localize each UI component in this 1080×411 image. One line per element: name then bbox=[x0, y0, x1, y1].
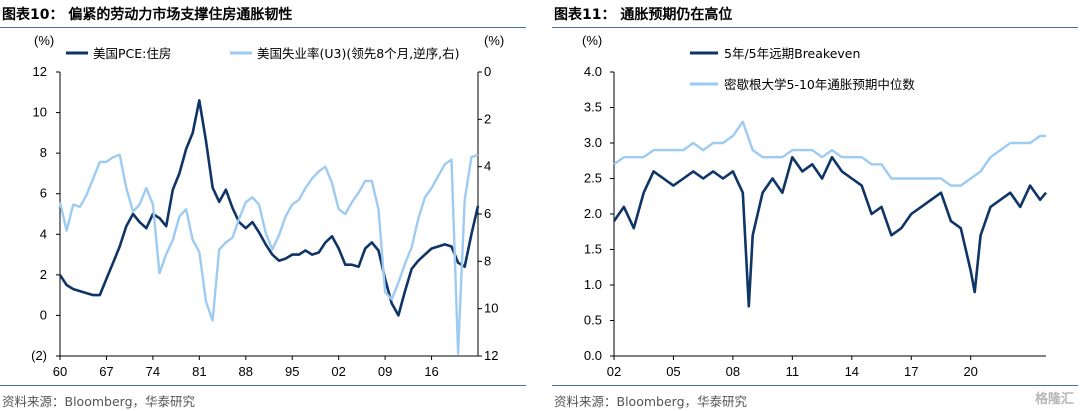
watermark-logo: 格隆汇 bbox=[1034, 392, 1074, 407]
right-y-tick-label: 2 bbox=[484, 111, 491, 126]
right-chart-panel: 图表11： 通胀预期仍在高位 (%) 0.0 0.5 1.0 1.5 2.0 2.5 3.0 3… bbox=[552, 0, 1080, 411]
x-tick-label: 74 bbox=[146, 364, 160, 379]
left-y-tick-label: 0 bbox=[40, 307, 47, 322]
series-line-michigan bbox=[613, 120, 1046, 187]
x-tick-label: 81 bbox=[192, 364, 206, 379]
y-tick-label: 3.0 bbox=[584, 135, 602, 150]
y-tick-label: 1.5 bbox=[584, 242, 602, 257]
x-tick-label: 09 bbox=[378, 364, 392, 379]
legend-label-1: 美国PCE:住房 bbox=[93, 46, 171, 61]
right-y-tick-label: 8 bbox=[484, 253, 491, 268]
legend-label-1: 5年/5年远期Breakeven bbox=[724, 46, 860, 61]
left-y-tick-label: 8 bbox=[40, 145, 47, 160]
right-y-tick-label: 12 bbox=[484, 348, 498, 363]
series-line-pce-housing bbox=[58, 99, 480, 317]
right-source-note: 资料来源：Bloomberg，华泰研究 bbox=[554, 394, 747, 409]
left-top-rule bbox=[0, 27, 526, 28]
right-y-tick-label: 6 bbox=[484, 206, 491, 221]
x-tick-label: 16 bbox=[424, 364, 438, 379]
x-tick-label: 17 bbox=[904, 364, 918, 379]
legend-label-2: 密歇根大学5-10年通胀预期中位数 bbox=[724, 77, 915, 92]
left-bottom-rule bbox=[0, 385, 526, 386]
series-line-breakeven bbox=[612, 155, 1047, 308]
y-tick-label: 0.0 bbox=[584, 348, 602, 363]
x-tick-label: 60 bbox=[53, 364, 67, 379]
right-y-tick-label: 0 bbox=[484, 64, 491, 79]
right-bottom-rule bbox=[552, 385, 1078, 386]
right-chart-svg: (%) 0.0 0.5 1.0 1.5 2.0 2.5 3.0 3.5 4.0 02 05 08 11 14… bbox=[582, 33, 1047, 379]
legend-label-2: 美国失业率(U3)(领先8个月,逆序,右) bbox=[257, 46, 460, 61]
x-tick-label: 67 bbox=[99, 364, 113, 379]
x-tick-label: 05 bbox=[666, 364, 680, 379]
right-chart-title: 图表11： 通胀预期仍在高位 bbox=[554, 7, 733, 23]
y-unit: (%) bbox=[582, 33, 602, 48]
left-y-tick-label: 12 bbox=[33, 64, 47, 79]
y-tick-label: 4.0 bbox=[584, 64, 602, 79]
left-chart-title: 图表10： 偏紧的劳动力市场支撑住房通胀韧性 bbox=[2, 7, 293, 23]
x-tick-label: 02 bbox=[607, 364, 621, 379]
x-tick-label: 88 bbox=[239, 364, 253, 379]
right-y-tick-label: 4 bbox=[484, 159, 491, 174]
y-tick-label: 1.0 bbox=[584, 277, 602, 292]
x-tick-label: 11 bbox=[786, 364, 800, 379]
left-source-note: 资料来源：Bloomberg，华泰研究 bbox=[2, 394, 195, 409]
left-y-tick-label: (2) bbox=[31, 348, 47, 363]
right-top-rule bbox=[552, 27, 1078, 28]
right-y-tick-label: 10 bbox=[484, 301, 498, 316]
y-tick-label: 0.5 bbox=[584, 313, 602, 328]
x-tick-label: 02 bbox=[331, 364, 345, 379]
right-y-unit: (%) bbox=[484, 33, 504, 48]
y-tick-label: 2.5 bbox=[584, 171, 602, 186]
left-y-unit: (%) bbox=[34, 33, 54, 48]
x-tick-label: 14 bbox=[845, 364, 859, 379]
left-chart-panel: 图表10： 偏紧的劳动力市场支撑住房通胀韧性 (%) (%) (2) 0 2 4 6 8 10 1… bbox=[0, 0, 528, 411]
left-y-tick-label: 6 bbox=[40, 186, 47, 201]
x-tick-label: 20 bbox=[963, 364, 977, 379]
x-tick-label: 08 bbox=[726, 364, 740, 379]
series-line-unemployment bbox=[58, 153, 479, 355]
left-y-tick-label: 4 bbox=[40, 226, 47, 241]
x-tick-label: 95 bbox=[285, 364, 299, 379]
y-tick-label: 3.5 bbox=[584, 100, 602, 115]
left-y-tick-label: 10 bbox=[33, 105, 47, 120]
y-tick-label: 2.0 bbox=[584, 206, 602, 221]
left-y-tick-label: 2 bbox=[40, 267, 47, 282]
